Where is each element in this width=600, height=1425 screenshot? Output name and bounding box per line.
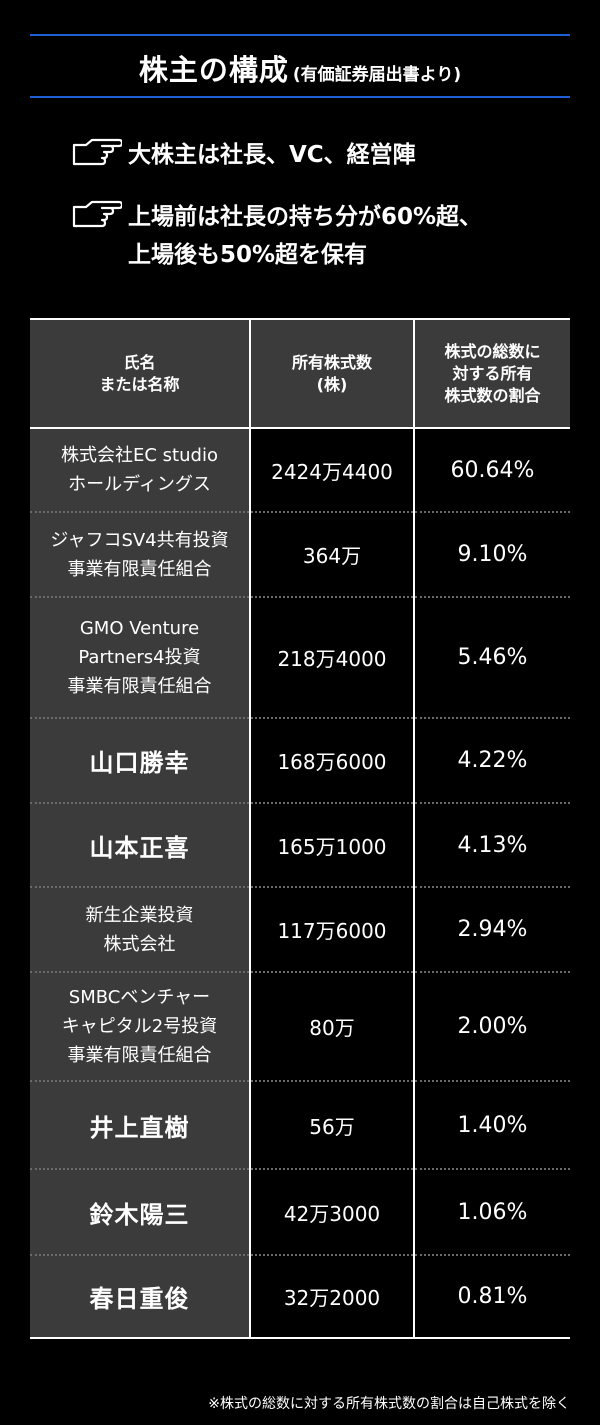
- point-2: 上場前は社長の持ち分が60%超、 上場後も50%超を保有: [72, 198, 482, 274]
- title-main: 株主の構成: [139, 53, 289, 87]
- cell-name: 井上直樹: [30, 1081, 250, 1169]
- cell-shares: 218万4000: [250, 597, 414, 718]
- cell-shares: 168万6000: [250, 718, 414, 803]
- cell-name: GMO Venture Partners4投資 事業有限責任組合: [30, 597, 250, 718]
- table-row: 山口勝幸 168万6000 4.22%: [30, 718, 570, 803]
- pointing-hand-icon: [72, 136, 122, 168]
- table-row: 井上直樹 56万 1.40%: [30, 1081, 570, 1169]
- cell-shares: 32万2000: [250, 1255, 414, 1338]
- title-top-rule: [30, 34, 570, 36]
- header-name: 氏名 または名称: [30, 319, 250, 428]
- table-row: GMO Venture Partners4投資 事業有限責任組合 218万400…: [30, 597, 570, 718]
- cell-shares: 2424万4400: [250, 428, 414, 512]
- table-row: 山本正喜 165万1000 4.13%: [30, 803, 570, 887]
- header-shares: 所有株式数 (株): [250, 319, 414, 428]
- cell-ratio: 9.10%: [414, 512, 570, 597]
- table-row: 鈴木陽三 42万3000 1.06%: [30, 1169, 570, 1255]
- point-2-line-2: 上場後も50%超を保有: [128, 236, 482, 274]
- cell-shares: 165万1000: [250, 803, 414, 887]
- cell-ratio: 1.06%: [414, 1169, 570, 1255]
- cell-name: 春日重俊: [30, 1255, 250, 1338]
- point-1: 大株主は社長、VC、経営陣: [72, 136, 416, 174]
- cell-shares: 364万: [250, 512, 414, 597]
- cell-name: 山口勝幸: [30, 718, 250, 803]
- table-row: 春日重俊 32万2000 0.81%: [30, 1255, 570, 1338]
- header-ratio: 株式の総数に 対する所有 株式数の割合: [414, 319, 570, 428]
- cell-ratio: 4.22%: [414, 718, 570, 803]
- cell-shares: 117万6000: [250, 887, 414, 972]
- title-bottom-rule: [30, 96, 570, 98]
- cell-ratio: 4.13%: [414, 803, 570, 887]
- footnote: ※株式の総数に対する所有株式数の割合は自己株式を除く: [208, 1393, 570, 1413]
- cell-name: 山本正喜: [30, 803, 250, 887]
- pointing-hand-icon: [72, 198, 122, 230]
- cell-shares: 42万3000: [250, 1169, 414, 1255]
- point-2-line-1: 上場前は社長の持ち分が60%超、: [128, 198, 482, 236]
- page-title: 株主の構成(有価証券届出書より): [0, 47, 600, 91]
- cell-ratio: 1.40%: [414, 1081, 570, 1169]
- table-header-row: 氏名 または名称 所有株式数 (株) 株式の総数に 対する所有 株式数の割合: [30, 319, 570, 428]
- cell-ratio: 2.94%: [414, 887, 570, 972]
- table-row: 新生企業投資 株式会社 117万6000 2.94%: [30, 887, 570, 972]
- cell-name: 鈴木陽三: [30, 1169, 250, 1255]
- cell-ratio: 2.00%: [414, 972, 570, 1081]
- cell-name: ジャフコSV4共有投資 事業有限責任組合: [30, 512, 250, 597]
- shareholder-table: 氏名 または名称 所有株式数 (株) 株式の総数に 対する所有 株式数の割合 株…: [30, 318, 570, 1339]
- cell-ratio: 60.64%: [414, 428, 570, 512]
- table-row: SMBCベンチャー キャピタル2号投資 事業有限責任組合 80万 2.00%: [30, 972, 570, 1081]
- title-sub: (有価証券届出書より): [293, 65, 461, 85]
- cell-shares: 56万: [250, 1081, 414, 1169]
- cell-name: 株式会社EC studio ホールディングス: [30, 428, 250, 512]
- cell-name: 新生企業投資 株式会社: [30, 887, 250, 972]
- table-row: ジャフコSV4共有投資 事業有限責任組合 364万 9.10%: [30, 512, 570, 597]
- table-row: 株式会社EC studio ホールディングス 2424万4400 60.64%: [30, 428, 570, 512]
- cell-name: SMBCベンチャー キャピタル2号投資 事業有限責任組合: [30, 972, 250, 1081]
- cell-ratio: 0.81%: [414, 1255, 570, 1338]
- cell-ratio: 5.46%: [414, 597, 570, 718]
- point-1-line-1: 大株主は社長、VC、経営陣: [128, 136, 416, 174]
- cell-shares: 80万: [250, 972, 414, 1081]
